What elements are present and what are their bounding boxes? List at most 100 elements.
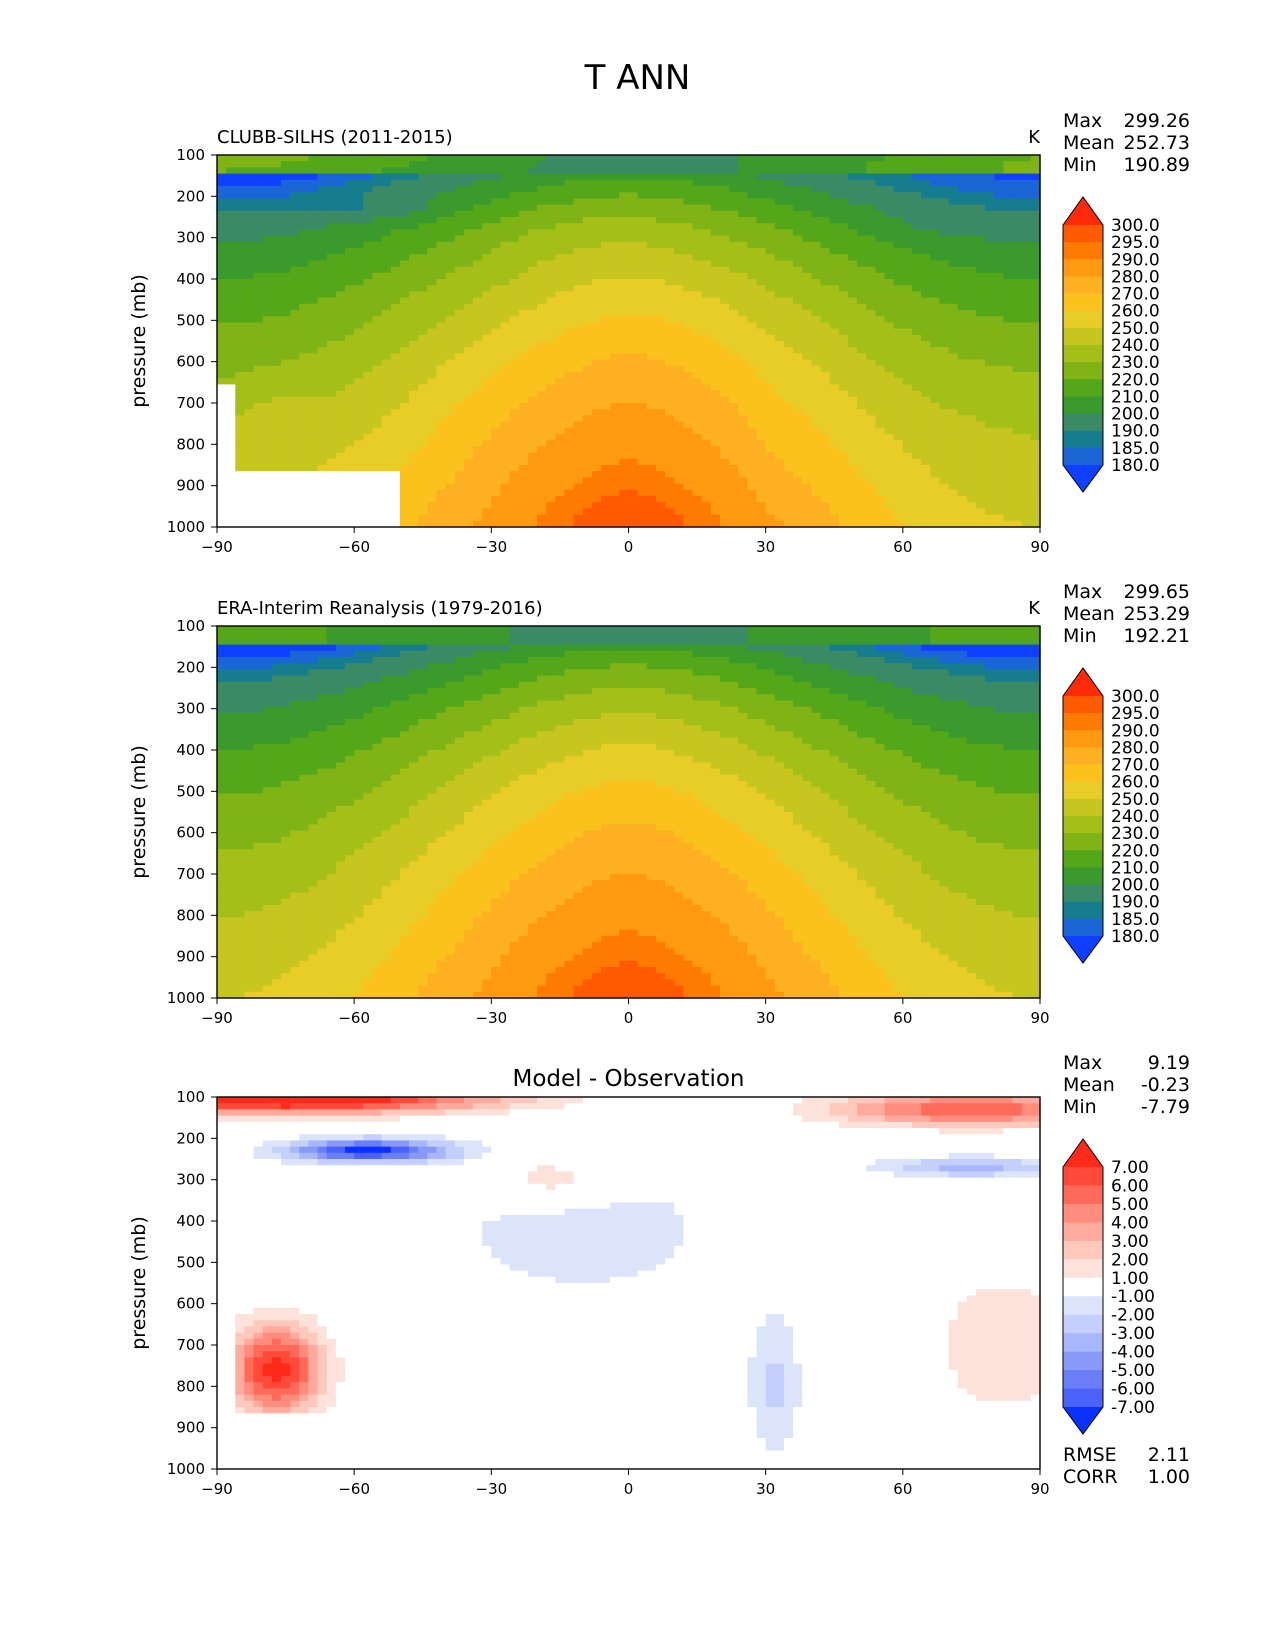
field-cell	[857, 179, 867, 187]
field-cell	[235, 266, 246, 274]
field-cell	[921, 489, 931, 497]
field-cell	[345, 427, 355, 435]
field-cell	[591, 167, 602, 175]
field-cell	[546, 334, 556, 342]
field-cell	[381, 291, 392, 299]
field-cell	[774, 316, 785, 323]
field-cell	[427, 347, 438, 354]
field-cell	[655, 471, 666, 478]
field-cell	[573, 365, 584, 373]
field-cell	[921, 483, 931, 491]
field-cell	[701, 328, 712, 336]
field-cell	[628, 204, 639, 212]
field-cell	[875, 353, 886, 361]
field-cell	[409, 347, 419, 354]
field-cell	[765, 173, 776, 181]
field-cell	[628, 384, 639, 392]
field-cell	[491, 477, 502, 485]
field-cell	[765, 477, 776, 485]
field-cell	[829, 291, 840, 299]
field-cell	[921, 514, 931, 522]
field-cell	[354, 365, 364, 373]
field-cell	[226, 446, 236, 454]
field-cell	[902, 229, 913, 237]
field-cell	[253, 465, 264, 472]
field-cell	[729, 434, 739, 441]
field-cell	[820, 452, 831, 460]
field-cell	[875, 384, 886, 392]
field-cell	[674, 310, 684, 317]
field-cell	[930, 241, 941, 249]
field-cell	[646, 260, 657, 268]
field-cell	[500, 452, 511, 460]
field-cell	[738, 266, 748, 274]
field-cell	[893, 390, 904, 398]
field-cell	[244, 179, 255, 187]
field-cell	[555, 440, 566, 447]
field-cell	[271, 409, 282, 416]
field-cell	[921, 285, 931, 292]
field-cell	[317, 217, 328, 224]
field-cell	[381, 223, 392, 230]
field-cell	[802, 396, 812, 404]
field-cell	[665, 341, 675, 348]
field-cell	[335, 192, 346, 199]
field-cell	[253, 173, 264, 181]
field-cell	[262, 477, 273, 485]
field-cell	[747, 403, 758, 410]
field-cell	[783, 210, 794, 218]
field-cell	[573, 217, 584, 224]
field-cell	[253, 266, 264, 274]
field-cell	[957, 291, 968, 299]
field-cell	[226, 223, 236, 230]
field-cell	[774, 192, 785, 199]
field-cell	[473, 297, 483, 305]
field-cell	[235, 446, 246, 454]
field-cell	[335, 179, 346, 187]
field-cell	[262, 347, 273, 354]
field-cell	[217, 229, 227, 237]
field-cell	[793, 440, 803, 447]
field-cell	[253, 328, 264, 336]
field-cell	[975, 198, 986, 206]
field-cell	[454, 161, 465, 168]
field-cell	[262, 390, 273, 398]
field-cell	[317, 204, 328, 212]
field-cell	[802, 297, 812, 305]
field-cell	[491, 403, 502, 410]
field-cell	[829, 421, 840, 429]
field-cell	[948, 353, 959, 361]
field-cell	[793, 341, 803, 348]
field-cell	[281, 427, 291, 435]
field-cell	[866, 496, 876, 503]
field-cell	[537, 434, 547, 441]
field-cell	[235, 322, 246, 330]
field-cell	[957, 223, 968, 230]
field-cell	[847, 496, 858, 503]
field-cell	[527, 186, 538, 193]
field-cell	[710, 303, 721, 311]
field-cell	[756, 415, 767, 423]
field-cell	[427, 378, 438, 385]
field-cell	[838, 303, 849, 311]
field-cell	[326, 415, 337, 423]
field-cell	[271, 471, 282, 478]
field-cell	[564, 303, 575, 311]
field-cell	[802, 241, 812, 249]
field-cell	[491, 372, 502, 379]
field-cell	[783, 477, 794, 485]
field-cell	[930, 421, 941, 429]
figure-title: T ANN	[584, 58, 691, 98]
field-cell	[930, 396, 941, 404]
field-cell	[601, 452, 611, 460]
field-cell	[811, 223, 822, 230]
field-cell	[866, 483, 876, 491]
field-cell	[811, 316, 822, 323]
field-cell	[290, 229, 300, 237]
field-cell	[783, 471, 794, 478]
field-cell	[409, 285, 419, 292]
field-cell	[601, 210, 611, 218]
field-cell	[847, 155, 858, 162]
field-cell	[847, 192, 858, 199]
field-cell	[372, 421, 383, 429]
